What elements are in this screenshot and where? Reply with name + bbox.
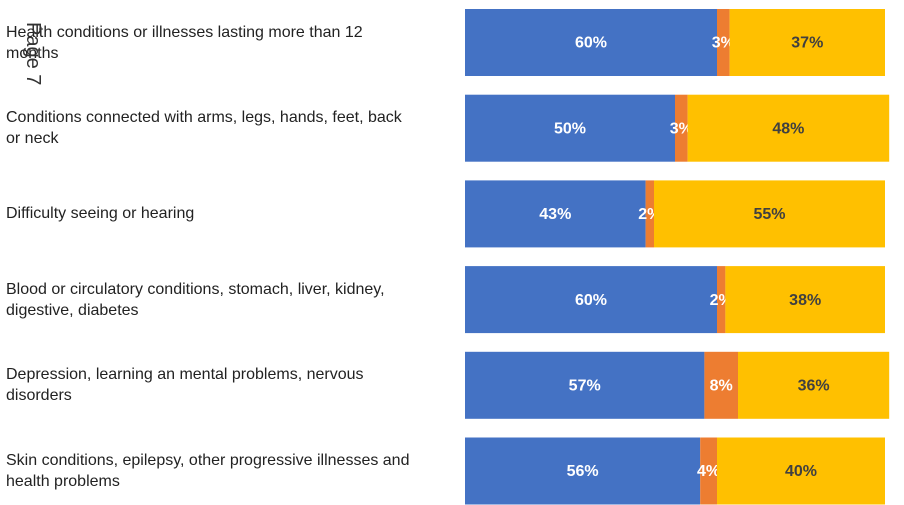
bar-segment [704, 351, 738, 419]
bar-segment [729, 9, 885, 76]
value-label: 48% [772, 120, 804, 137]
value-label: 8% [710, 378, 733, 395]
bar-segment [717, 9, 730, 76]
bar-segment [465, 266, 717, 334]
value-label: 4% [697, 463, 720, 480]
value-label: 3% [670, 120, 693, 137]
value-label: 38% [789, 292, 821, 309]
value-label: 60% [575, 35, 607, 52]
bar-segment [465, 351, 705, 419]
bar-segment [717, 266, 726, 334]
value-label: 57% [569, 378, 601, 395]
value-label: 56% [567, 463, 599, 480]
category-label: Health conditions or illnesses lasting m… [6, 23, 363, 62]
bar-segment [654, 180, 885, 248]
bar-segment [675, 94, 688, 162]
bar-segment [700, 437, 717, 505]
bar-segment [687, 94, 890, 162]
bar-segment [465, 9, 717, 76]
category-label: Skin conditions, epilepsy, other progres… [6, 452, 410, 490]
bar-segment [465, 94, 675, 162]
bar-segment [465, 437, 701, 505]
value-label: 36% [798, 378, 830, 395]
value-label: 40% [785, 463, 817, 480]
bar-segment [738, 351, 890, 419]
value-label: 50% [554, 120, 586, 137]
value-label: 3% [712, 35, 735, 52]
category-label: Difficulty seeing or hearing [6, 205, 195, 223]
bar-segment [725, 266, 885, 334]
value-label: 43% [539, 206, 571, 223]
bar-segment [645, 180, 654, 248]
category-label: Depression, learning an mental problems,… [6, 366, 364, 405]
bar-segment [465, 180, 646, 248]
category-label: Conditions connected with arms, legs, ha… [6, 109, 402, 148]
bar-segment [717, 437, 885, 505]
value-label: 60% [575, 292, 607, 309]
category-label: Blood or circulatory conditions, stomach… [6, 280, 385, 319]
value-label: 37% [791, 35, 823, 52]
value-label: 55% [753, 206, 785, 223]
page-annotation: Page 7 [22, 22, 44, 86]
